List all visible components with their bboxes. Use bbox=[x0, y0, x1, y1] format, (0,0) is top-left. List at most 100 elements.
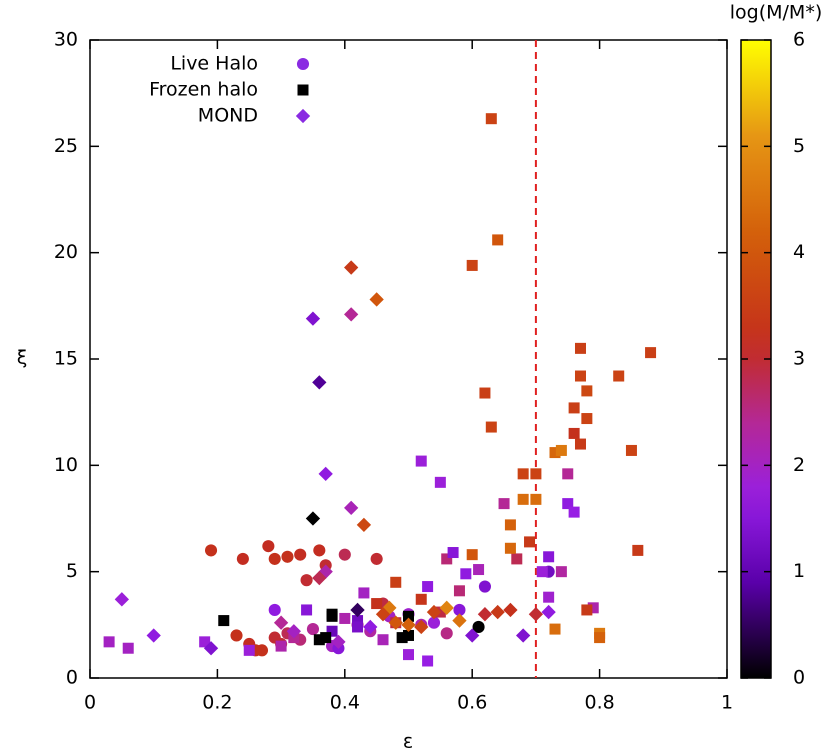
point bbox=[146, 628, 161, 643]
point bbox=[562, 498, 574, 510]
point bbox=[453, 585, 465, 597]
point bbox=[439, 600, 454, 615]
legend-marker bbox=[295, 108, 311, 124]
legend-label: MOND bbox=[198, 105, 258, 127]
x-tick-label: 1 bbox=[721, 692, 733, 714]
point bbox=[375, 607, 391, 622]
point bbox=[275, 640, 287, 652]
point bbox=[478, 580, 491, 593]
point bbox=[230, 629, 243, 642]
point bbox=[236, 552, 249, 565]
point bbox=[294, 548, 307, 561]
point bbox=[312, 375, 327, 390]
point bbox=[326, 625, 338, 637]
point bbox=[356, 517, 372, 533]
x-tick-label: 0.8 bbox=[584, 692, 614, 714]
point bbox=[390, 576, 402, 588]
legend-marker bbox=[296, 57, 310, 71]
point bbox=[574, 342, 586, 354]
legend-marker bbox=[297, 84, 309, 96]
point bbox=[485, 421, 497, 433]
point bbox=[273, 615, 289, 630]
point bbox=[581, 413, 593, 425]
point bbox=[203, 641, 219, 656]
point bbox=[268, 603, 281, 616]
point bbox=[388, 615, 403, 630]
point bbox=[594, 632, 606, 644]
x-tick-label: 0 bbox=[84, 692, 96, 714]
point bbox=[427, 616, 441, 629]
point bbox=[339, 612, 351, 624]
point bbox=[415, 593, 427, 605]
point bbox=[562, 468, 574, 480]
point bbox=[543, 551, 555, 563]
point bbox=[331, 634, 346, 649]
point bbox=[344, 307, 359, 322]
point bbox=[281, 550, 294, 563]
point bbox=[403, 629, 414, 641]
colorbar-tick-label: 0 bbox=[793, 667, 805, 689]
point bbox=[555, 444, 567, 456]
point bbox=[477, 607, 493, 622]
point bbox=[262, 540, 275, 553]
colorbar-tick-label: 5 bbox=[793, 135, 805, 157]
point bbox=[352, 621, 364, 633]
point bbox=[511, 553, 523, 565]
point bbox=[370, 552, 383, 565]
x-tick-label: 0.6 bbox=[457, 692, 487, 714]
point bbox=[114, 592, 129, 607]
point bbox=[645, 347, 657, 359]
point bbox=[504, 519, 516, 531]
point bbox=[568, 506, 580, 518]
point bbox=[517, 468, 529, 480]
point bbox=[543, 591, 555, 603]
point bbox=[403, 649, 414, 661]
point bbox=[243, 644, 255, 656]
point bbox=[434, 476, 446, 488]
point bbox=[473, 564, 485, 576]
point bbox=[466, 549, 478, 561]
point bbox=[338, 548, 351, 561]
point bbox=[530, 468, 542, 480]
y-tick-label: 15 bbox=[54, 348, 78, 370]
colorbar-tick-label: 4 bbox=[793, 241, 805, 263]
point bbox=[466, 259, 478, 271]
point bbox=[632, 544, 644, 556]
plot-frame bbox=[89, 39, 728, 679]
point bbox=[441, 553, 453, 565]
colorbar-tick-label: 6 bbox=[793, 29, 805, 51]
point bbox=[581, 385, 593, 397]
point bbox=[414, 619, 429, 635]
point bbox=[305, 511, 321, 526]
point bbox=[568, 427, 580, 439]
point bbox=[503, 602, 518, 618]
point bbox=[396, 632, 408, 644]
point bbox=[452, 613, 467, 628]
point bbox=[485, 113, 497, 125]
point bbox=[371, 598, 383, 610]
legend-label: Live Halo bbox=[170, 53, 258, 75]
legend-label: Frozen halo bbox=[149, 79, 258, 101]
point bbox=[490, 604, 505, 620]
point bbox=[541, 604, 556, 620]
point bbox=[498, 498, 510, 510]
point bbox=[312, 570, 327, 586]
point bbox=[453, 603, 466, 616]
point bbox=[350, 602, 365, 618]
point bbox=[517, 493, 529, 505]
point bbox=[320, 632, 332, 644]
point bbox=[318, 466, 333, 481]
point bbox=[549, 623, 561, 635]
point bbox=[286, 624, 301, 639]
point bbox=[401, 617, 416, 632]
point bbox=[313, 634, 325, 646]
point bbox=[313, 544, 326, 557]
point bbox=[377, 634, 389, 646]
point bbox=[326, 610, 338, 622]
colorbar-tick-label: 3 bbox=[793, 348, 805, 370]
point bbox=[574, 438, 586, 450]
point bbox=[440, 627, 453, 640]
point bbox=[218, 615, 230, 627]
point bbox=[422, 655, 434, 667]
